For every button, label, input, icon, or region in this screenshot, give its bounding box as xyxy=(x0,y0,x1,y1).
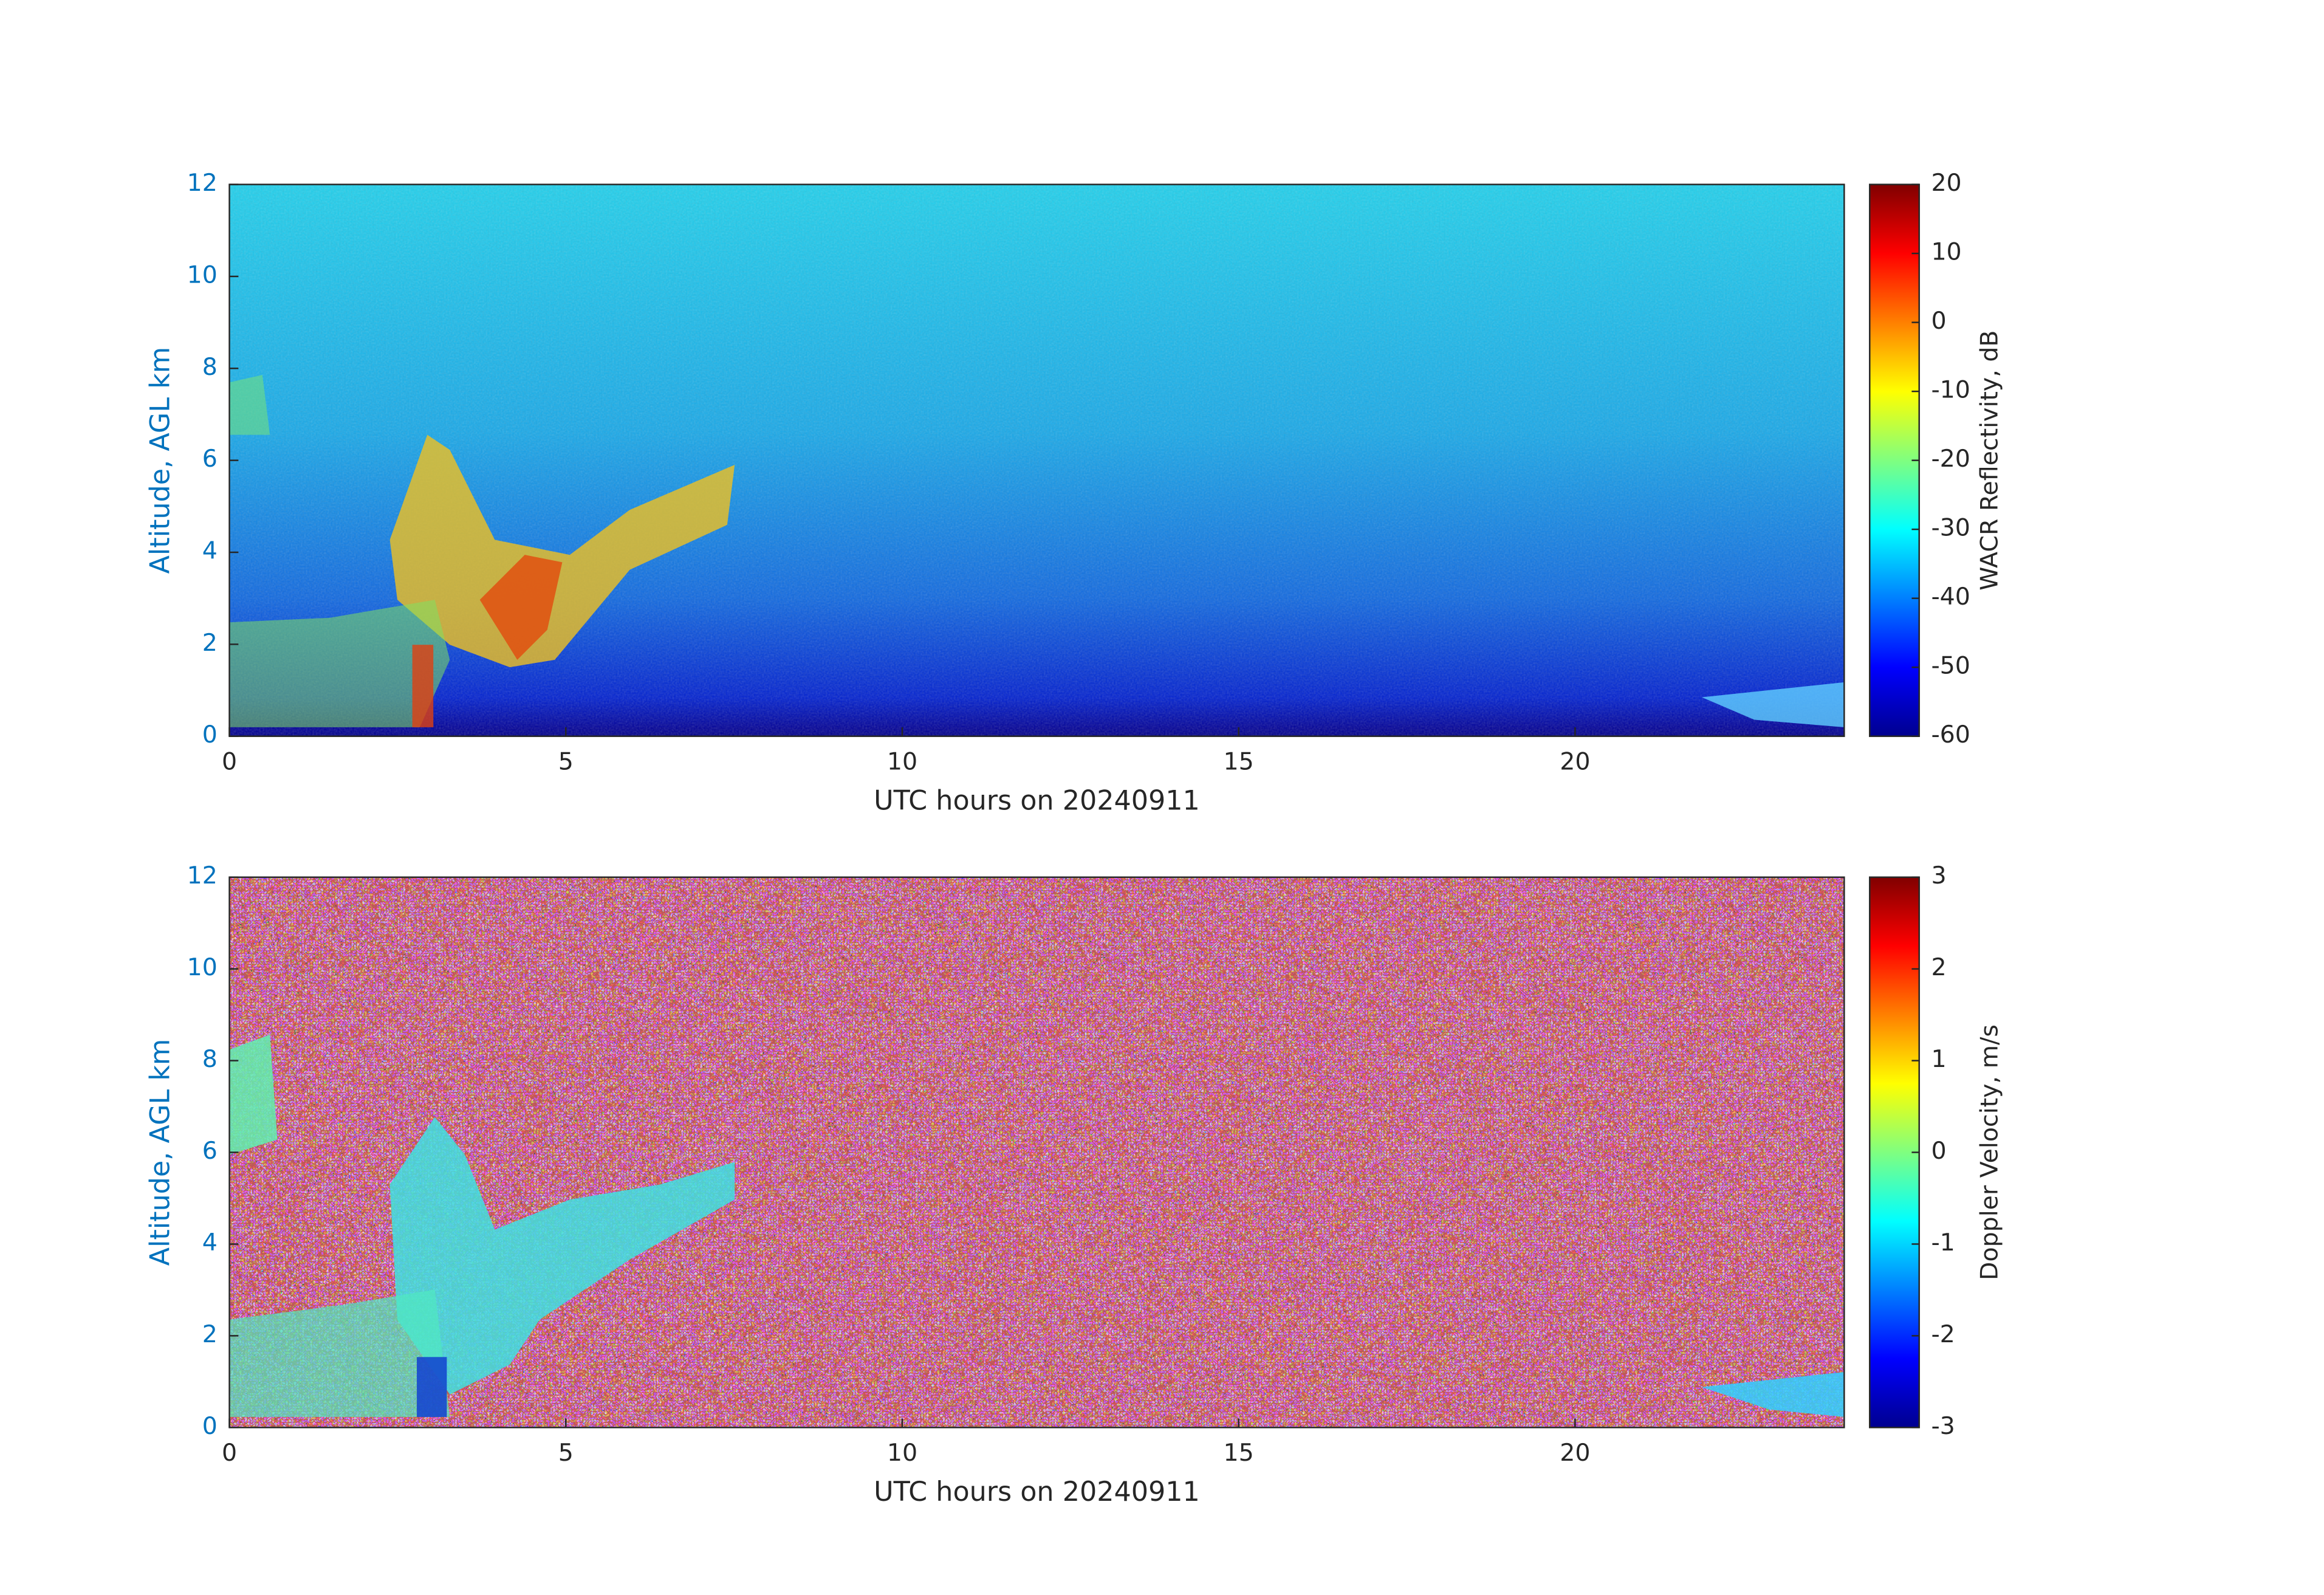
x-tick-label: 15 xyxy=(1224,748,1254,776)
colorbar-tick-label: 0 xyxy=(1931,1137,1946,1165)
colorbar-label: WACR Reflectivity, dB xyxy=(1976,330,2004,590)
colorbar-tick-label: -50 xyxy=(1931,652,1970,680)
colorbar-tick-label: 0 xyxy=(1931,307,1946,335)
x-tick-label: 0 xyxy=(222,748,237,776)
colorbar-tick-label: -1 xyxy=(1931,1229,1955,1257)
x-axis-label: UTC hours on 20240911 xyxy=(874,785,1200,816)
x-tick-label: 5 xyxy=(558,748,574,776)
colorbar-tick-label: 2 xyxy=(1931,953,1946,981)
y-tick-label: 12 xyxy=(187,169,218,197)
y-tick-label: 8 xyxy=(202,1045,218,1073)
colorbar-tick-label: -60 xyxy=(1931,721,1970,749)
y-tick-label: 8 xyxy=(202,353,218,381)
colorbar-tick-label: -40 xyxy=(1931,583,1970,611)
colorbar-tick-label: 1 xyxy=(1931,1045,1946,1073)
colorbar-tick-label: 3 xyxy=(1931,862,1946,890)
y-tick-label: 0 xyxy=(202,721,218,749)
y-tick-label: 0 xyxy=(202,1412,218,1440)
x-tick-label: 10 xyxy=(887,1439,917,1467)
x-tick-label: 20 xyxy=(1560,1439,1590,1467)
colorbar-tick-label: -2 xyxy=(1931,1320,1955,1348)
colorbar-tick-label: 10 xyxy=(1931,238,1961,266)
colorbar-tick-label: -3 xyxy=(1931,1412,1955,1440)
x-axis-label: UTC hours on 20240911 xyxy=(874,1477,1200,1508)
reflectivity-field xyxy=(229,184,1845,736)
x-tick-label: 15 xyxy=(1224,1439,1254,1467)
y-tick-label: 4 xyxy=(202,1229,218,1257)
x-tick-label: 0 xyxy=(222,1439,237,1467)
velocity-field xyxy=(229,877,1845,1428)
x-tick-label: 10 xyxy=(887,748,917,776)
x-tick-label: 20 xyxy=(1560,748,1590,776)
colorbar xyxy=(1869,876,1920,1429)
y-tick-label: 2 xyxy=(202,629,218,657)
colorbar-label: Doppler Velocity, m/s xyxy=(1976,1024,2004,1280)
y-axis-label: Altitude, AGL km xyxy=(145,347,176,574)
x-tick-label: 5 xyxy=(558,1439,574,1467)
colorbar-tick-label: -30 xyxy=(1931,514,1970,542)
colorbar-tick-label: -10 xyxy=(1931,376,1970,404)
y-tick-label: 4 xyxy=(202,537,218,564)
colorbar-tick-label: 20 xyxy=(1931,169,1961,197)
colorbar-tick-label: -20 xyxy=(1931,445,1970,473)
y-tick-label: 12 xyxy=(187,862,218,890)
y-tick-label: 6 xyxy=(202,445,218,473)
y-axis-label: Altitude, AGL km xyxy=(145,1039,176,1266)
y-tick-label: 2 xyxy=(202,1320,218,1348)
y-tick-label: 6 xyxy=(202,1137,218,1165)
y-tick-label: 10 xyxy=(187,261,218,289)
y-tick-label: 10 xyxy=(187,953,218,981)
